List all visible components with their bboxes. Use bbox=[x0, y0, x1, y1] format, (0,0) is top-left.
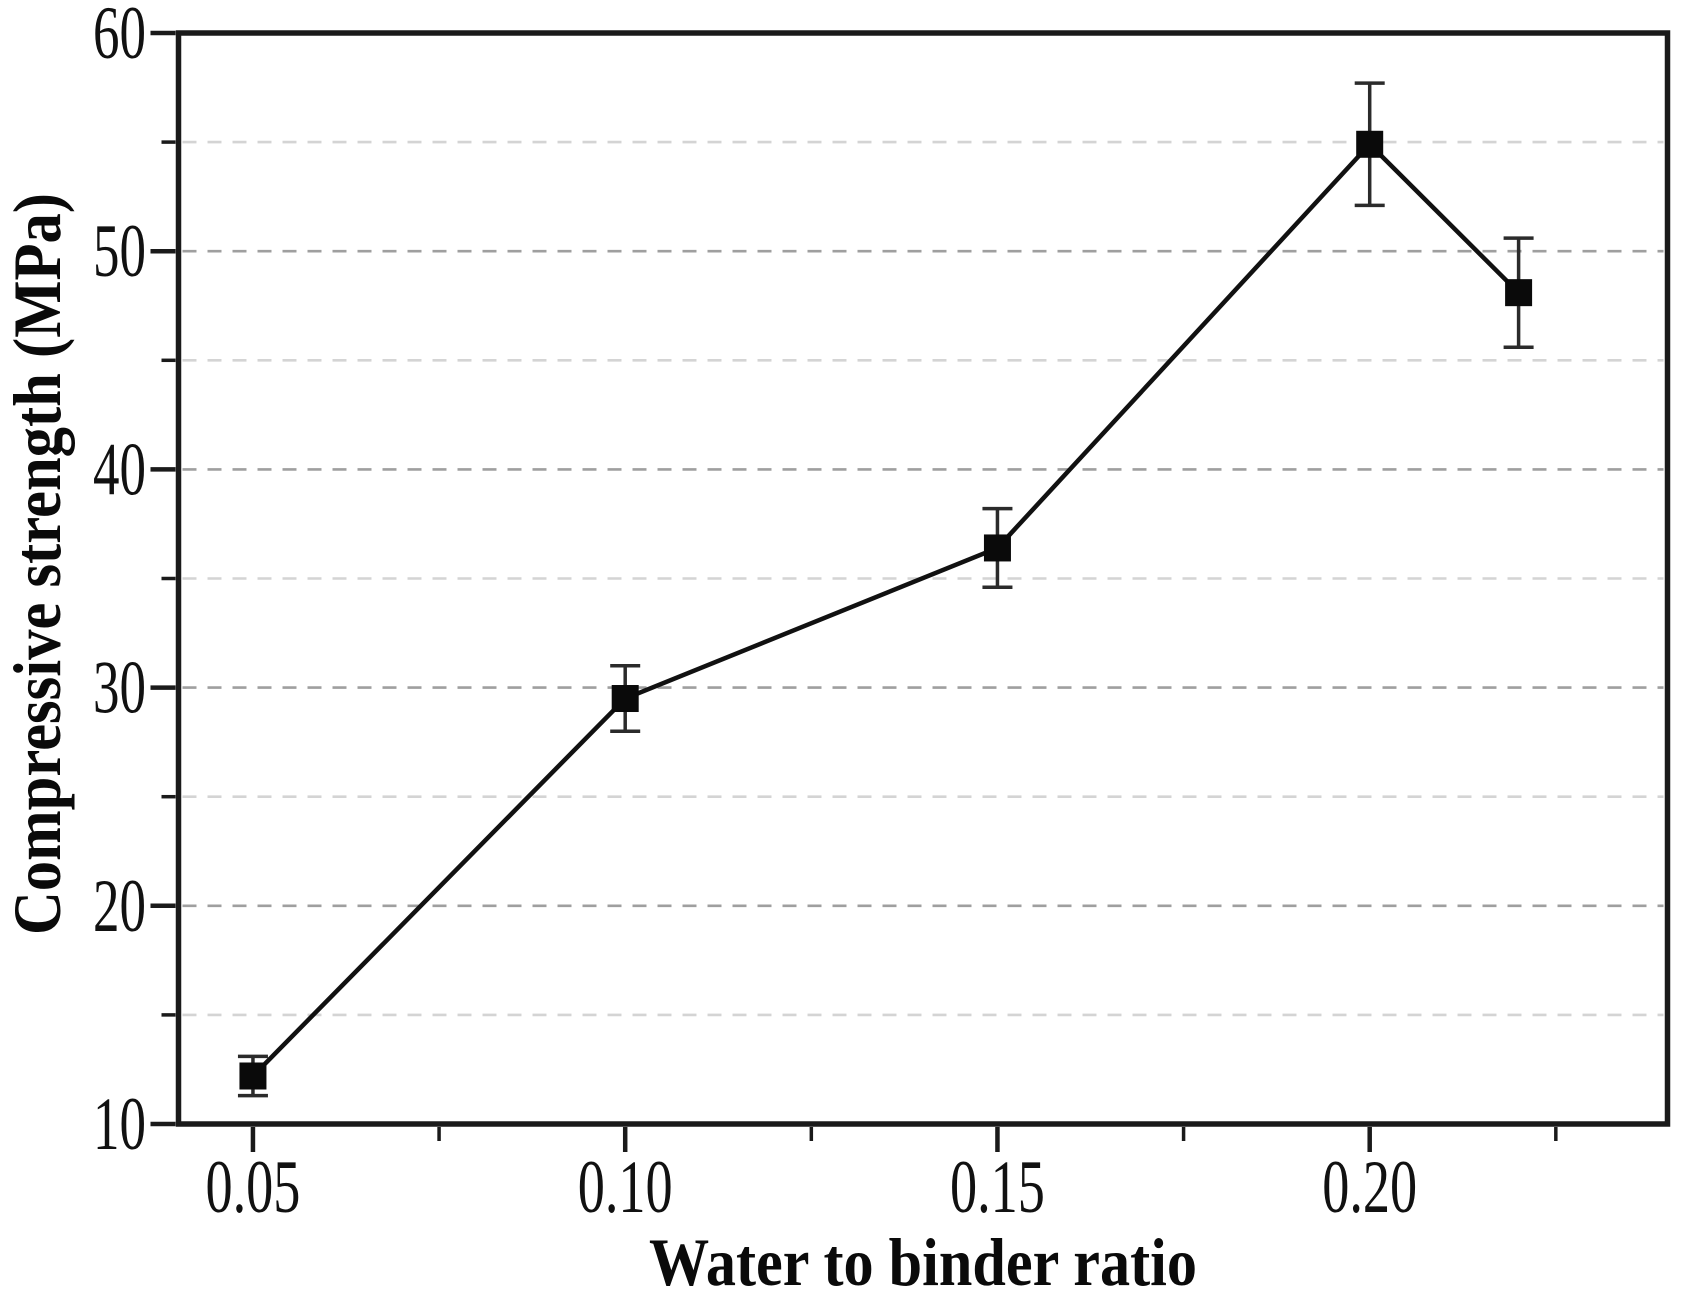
x-tick-label: 0.15 bbox=[950, 1146, 1045, 1229]
y-tick-label: 60 bbox=[93, 0, 146, 75]
plot-frame bbox=[175, 30, 1671, 1127]
x-axis-title: Water to binder ratio bbox=[649, 1224, 1197, 1300]
x-tick-label: 0.10 bbox=[578, 1146, 673, 1229]
data-point-marker bbox=[983, 534, 1011, 562]
y-tick-label: 20 bbox=[93, 865, 146, 948]
y-tick-label: 30 bbox=[93, 647, 146, 730]
data-point-marker bbox=[1356, 130, 1384, 158]
x-tick-label: 0.20 bbox=[1322, 1146, 1417, 1229]
data-point-marker bbox=[1505, 279, 1533, 307]
x-tick-label: 0.05 bbox=[205, 1146, 300, 1229]
gridlines-layer bbox=[182, 140, 1664, 1017]
y-axis-title: Compressive strength (MPa) bbox=[0, 193, 75, 935]
data-series-layer bbox=[239, 130, 1533, 1090]
data-line bbox=[251, 141, 1521, 1078]
error-bars-layer bbox=[237, 81, 1534, 1098]
y-tick-label: 40 bbox=[93, 428, 146, 511]
y-tick-label: 10 bbox=[93, 1083, 146, 1166]
y-tick-label: 50 bbox=[93, 210, 146, 293]
plot-frame-layer bbox=[175, 30, 1671, 1127]
data-point-marker bbox=[611, 685, 639, 713]
tick-labels-layer: 0.05 0.10 0.15 0.20 10 20 30 40 50 60 bbox=[93, 0, 1417, 1229]
data-point-marker bbox=[239, 1062, 267, 1090]
axis-ticks-layer bbox=[150, 30, 1558, 1152]
